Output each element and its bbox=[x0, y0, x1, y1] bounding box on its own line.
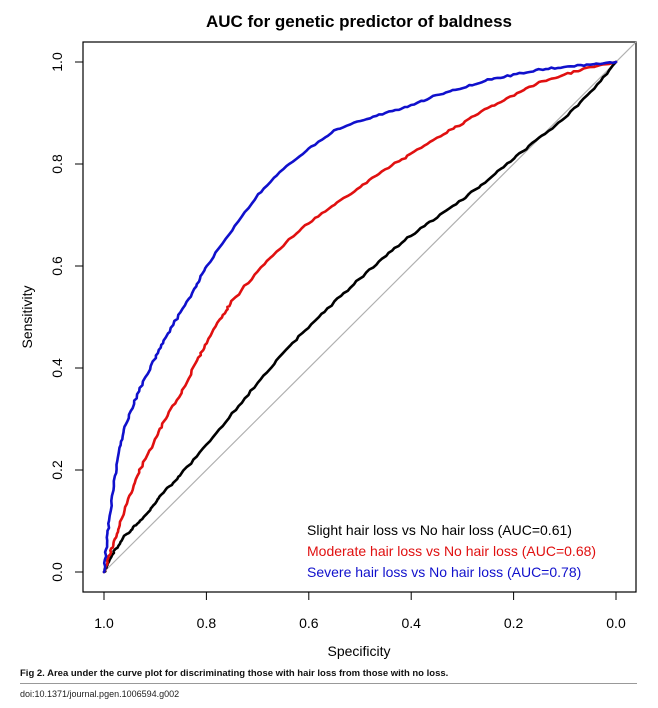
y-tick-label: 0.8 bbox=[49, 154, 65, 174]
series-line-2 bbox=[102, 60, 618, 574]
y-tick-label: 1.0 bbox=[49, 52, 65, 72]
figure-doi: doi:10.1371/journal.pgen.1006594.g002 bbox=[20, 689, 180, 699]
chart-title: AUC for genetic predictor of baldness bbox=[206, 12, 512, 31]
plot-area bbox=[102, 41, 637, 574]
x-axis-ticks: 1.0 0.8 0.6 0.4 0.2 0.0 bbox=[94, 591, 626, 631]
y-tick-label: 0.6 bbox=[49, 256, 65, 276]
legend-entry-1: Moderate hair loss vs No hair loss (AUC=… bbox=[307, 543, 596, 559]
x-tick-label: 0.4 bbox=[401, 615, 421, 631]
x-tick-label: 0.8 bbox=[197, 615, 217, 631]
y-axis-ticks: 0.0 0.2 0.4 0.6 0.8 1.0 bbox=[49, 52, 83, 582]
y-tick-label: 0.4 bbox=[49, 358, 65, 378]
roc-chart: AUC for genetic predictor of baldness 1.… bbox=[19, 12, 637, 659]
caption-divider bbox=[20, 683, 637, 684]
figure-caption-text: Area under the curve plot for discrimina… bbox=[47, 668, 449, 679]
figure-caption: Fig 2. Area under the curve plot for dis… bbox=[20, 668, 448, 679]
x-axis-label: Specificity bbox=[327, 643, 390, 659]
y-tick-label: 0.2 bbox=[49, 460, 65, 480]
x-tick-label: 0.0 bbox=[606, 615, 626, 631]
x-tick-label: 0.6 bbox=[299, 615, 319, 631]
legend-entry-0: Slight hair loss vs No hair loss (AUC=0.… bbox=[307, 522, 572, 538]
legend-entry-2: Severe hair loss vs No hair loss (AUC=0.… bbox=[307, 564, 581, 580]
y-tick-label: 0.0 bbox=[49, 562, 65, 582]
series-line-1 bbox=[102, 60, 618, 574]
figure-caption-label: Fig 2. bbox=[20, 668, 45, 679]
chart-legend: Slight hair loss vs No hair loss (AUC=0.… bbox=[307, 522, 596, 580]
series-line-0 bbox=[102, 60, 618, 574]
x-tick-label: 1.0 bbox=[94, 615, 114, 631]
y-axis-label: Sensitivity bbox=[19, 285, 35, 348]
x-tick-label: 0.2 bbox=[504, 615, 524, 631]
